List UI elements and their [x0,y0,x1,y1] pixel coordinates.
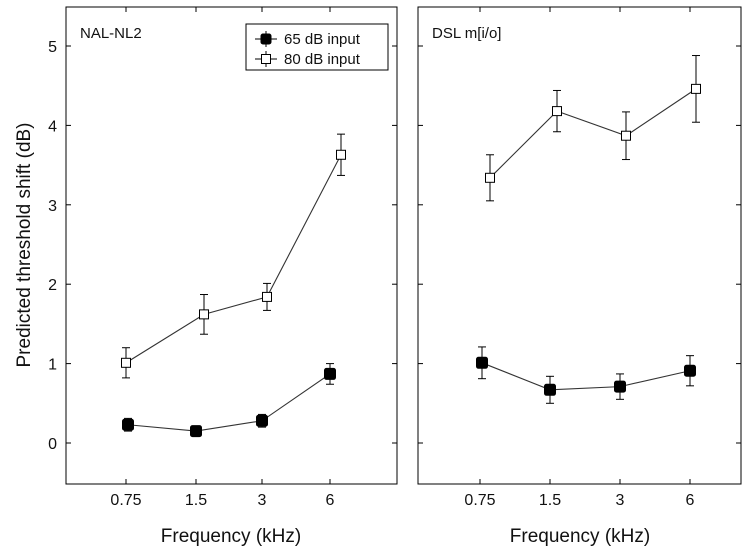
data-point [256,414,268,427]
data-point [190,425,202,438]
plot-area [476,55,701,404]
legend: 65 dB input 80 dB input [245,23,389,71]
x-axis-ticks: 0.75 1.5 3 6 [110,7,335,509]
x-tick-label: 1.5 [539,492,561,509]
data-point [122,418,134,431]
x-axis-title: Frequency (kHz) [510,526,650,547]
y-tick-label: 4 [48,118,57,135]
x-tick-label: 1.5 [185,492,207,509]
data-point [621,130,631,141]
legend-marker-65 [260,33,272,45]
y-tick-label: 0 [48,436,57,453]
x-tick-label: 3 [258,492,267,509]
data-point [476,356,488,369]
x-axis-ticks: 0.75 1.5 3 6 [464,7,695,509]
plot-area [121,133,346,438]
series-65-db [122,363,336,438]
y-tick-label: 5 [48,39,57,56]
data-point [324,367,336,380]
series-65-db [476,346,696,404]
y-tick-label: 2 [48,277,57,294]
legend-label-65: 65 dB input [284,31,361,48]
series-line [125,154,342,364]
data-point [691,83,701,94]
x-tick-label: 0.75 [464,492,495,509]
series-line [489,88,697,179]
y-axis-title: Predicted threshold shift (dB) [14,122,35,367]
y-axis-ticks: 0 1 2 3 4 5 [48,39,397,453]
data-point [199,309,209,320]
series-80-db [121,133,346,379]
series-line [127,373,331,432]
panel-label: NAL-NL2 [80,25,142,42]
legend-label-80: 80 dB input [284,51,361,68]
y-tick-label: 3 [48,198,57,215]
x-axis-title: Frequency (kHz) [161,526,301,547]
data-point [544,383,556,396]
plot-frame [65,6,398,485]
x-tick-label: 6 [686,492,695,509]
series-line [481,362,691,391]
y-axis-ticks [418,45,741,444]
data-point [614,380,626,393]
legend-marker-80 [261,54,271,64]
panel-nal-nl2: NAL-NL2 Predicted threshold shift (dB) F… [14,6,398,547]
panel-label: DSL m[i/o] [432,25,501,42]
x-tick-label: 0.75 [110,492,141,509]
plot-frame [417,6,742,485]
data-point [336,149,346,160]
y-tick-label: 1 [48,357,57,374]
x-tick-label: 6 [326,492,335,509]
data-point [684,364,696,377]
data-point [262,291,272,302]
data-point [552,106,562,117]
data-point [121,357,131,368]
data-point [485,172,495,183]
x-tick-label: 3 [616,492,625,509]
series-80-db [485,55,701,202]
panel-dsl-mio: DSL m[i/o] Frequency (kHz) 0.75 1.5 3 6 [417,6,742,547]
